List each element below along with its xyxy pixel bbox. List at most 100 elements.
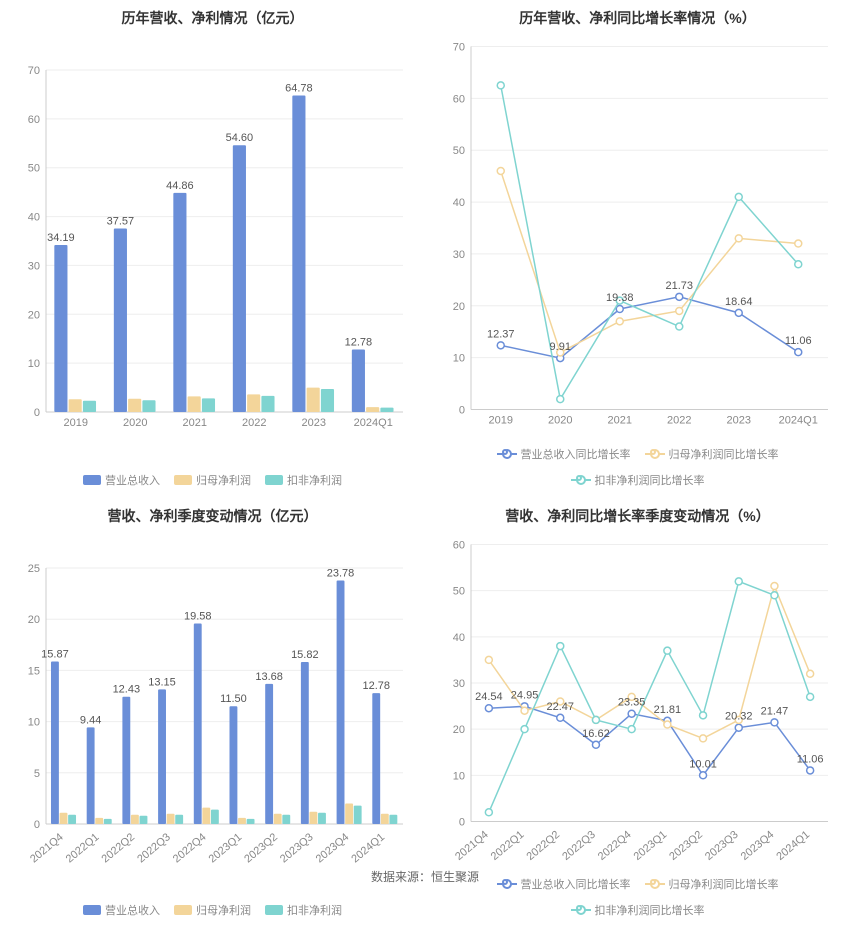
legend-label: 营业总收入同比增长率 (521, 446, 631, 462)
x-tick-label: 2024Q1 (779, 415, 818, 427)
svg-text:40: 40 (453, 632, 465, 644)
x-tick-label: 2023Q1 (632, 829, 670, 863)
data-label: 19.58 (184, 611, 212, 623)
legend-item: 营业总收入 (83, 472, 160, 488)
legend-line-swatch (645, 883, 665, 885)
bar (83, 401, 96, 412)
svg-text:50: 50 (453, 586, 465, 598)
marker (795, 349, 802, 356)
legend-item: 营业总收入同比增长率 (497, 876, 631, 892)
line-series (501, 171, 799, 353)
x-tick-label: 2022Q3 (560, 829, 598, 863)
x-tick-label: 2022Q2 (99, 831, 137, 865)
data-label: 15.82 (291, 649, 319, 661)
x-tick-label: 2022Q4 (171, 831, 209, 865)
x-tick-label: 2023Q2 (242, 831, 280, 865)
chart-title: 历年营收、净利同比增长率情况（%） (437, 8, 838, 28)
legend-item: 归母净利润 (174, 472, 251, 488)
svg-text:0: 0 (34, 819, 40, 831)
bar (142, 400, 155, 412)
bar (122, 697, 130, 824)
legend-bar-swatch (174, 905, 192, 915)
bar (104, 819, 112, 824)
marker (628, 710, 635, 717)
marker (497, 342, 504, 349)
svg-text:60: 60 (28, 114, 40, 126)
x-tick-label: 2020 (123, 417, 147, 429)
svg-text:20: 20 (28, 614, 40, 626)
bar (321, 389, 334, 412)
data-label: 18.64 (725, 296, 753, 308)
legend-line-swatch (497, 453, 517, 455)
marker (700, 772, 707, 779)
marker (771, 592, 778, 599)
bar (345, 804, 353, 824)
data-label: 21.47 (761, 705, 789, 717)
bar (380, 408, 393, 412)
data-label: 37.57 (107, 215, 135, 227)
svg-text:20: 20 (453, 724, 465, 736)
marker (795, 240, 802, 247)
data-label: 21.81 (654, 704, 682, 716)
marker (557, 714, 564, 721)
svg-text:0: 0 (459, 817, 465, 829)
x-tick-label: 2021 (608, 415, 632, 427)
legend: 营业总收入同比增长率归母净利润同比增长率扣非净利润同比增长率 (437, 870, 838, 924)
marker (557, 643, 564, 650)
legend-item: 扣非净利润 (265, 902, 342, 918)
legend: 营业总收入归母净利润扣非净利润 (12, 896, 413, 924)
data-label: 24.95 (511, 689, 539, 701)
x-tick-label: 2021Q4 (453, 829, 491, 863)
bar (60, 813, 68, 824)
legend-item: 营业总收入同比增长率 (497, 446, 631, 462)
bar (51, 661, 59, 824)
bar (318, 813, 326, 824)
data-label: 9.44 (80, 714, 101, 726)
bar (158, 689, 166, 824)
svg-text:70: 70 (28, 65, 40, 77)
chart-canvas-br: 010203040506024.5424.9522.4716.6223.3521… (437, 534, 838, 870)
x-tick-label: 2019 (64, 417, 88, 429)
legend-bar-swatch (83, 475, 101, 485)
svg-text:15: 15 (28, 665, 40, 677)
bar (354, 806, 362, 824)
bar (69, 399, 82, 412)
x-tick-label: 2022Q1 (489, 829, 527, 863)
marker (700, 735, 707, 742)
marker (735, 235, 742, 242)
bar (337, 580, 345, 824)
x-tick-label: 2024Q1 (349, 831, 387, 865)
legend-label: 归母净利润同比增长率 (669, 876, 779, 892)
bar (211, 810, 219, 824)
data-label: 54.60 (226, 132, 254, 144)
legend-item: 扣非净利润 (265, 472, 342, 488)
x-tick-label: 2024Q1 (354, 417, 393, 429)
data-label: 13.68 (255, 671, 283, 683)
marker (664, 721, 671, 728)
legend-label: 营业总收入 (105, 902, 160, 918)
bar (307, 388, 320, 412)
data-label: 12.43 (113, 684, 141, 696)
line-series (501, 85, 799, 399)
x-tick-label: 2019 (489, 415, 513, 427)
bar (229, 706, 237, 824)
data-label: 12.37 (487, 328, 515, 340)
legend-item: 营业总收入 (83, 902, 160, 918)
marker (807, 767, 814, 774)
legend-item: 归母净利润同比增长率 (645, 876, 779, 892)
legend-bar-swatch (265, 475, 283, 485)
legend-line-swatch (497, 883, 517, 885)
panel-annual-growth: 历年营收、净利同比增长率情况（%） 01020304050607012.379.… (425, 0, 850, 498)
marker (735, 309, 742, 316)
svg-text:70: 70 (453, 42, 465, 54)
legend-item: 归母净利润 (174, 902, 251, 918)
legend-line-swatch (571, 909, 591, 911)
marker (485, 705, 492, 712)
chart-title: 营收、净利季度变动情况（亿元） (12, 506, 413, 526)
marker (771, 719, 778, 726)
legend-label: 归母净利润 (196, 472, 251, 488)
bar (274, 814, 282, 824)
data-label: 23.78 (327, 567, 355, 579)
x-tick-label: 2022Q4 (596, 829, 634, 863)
marker (735, 724, 742, 731)
